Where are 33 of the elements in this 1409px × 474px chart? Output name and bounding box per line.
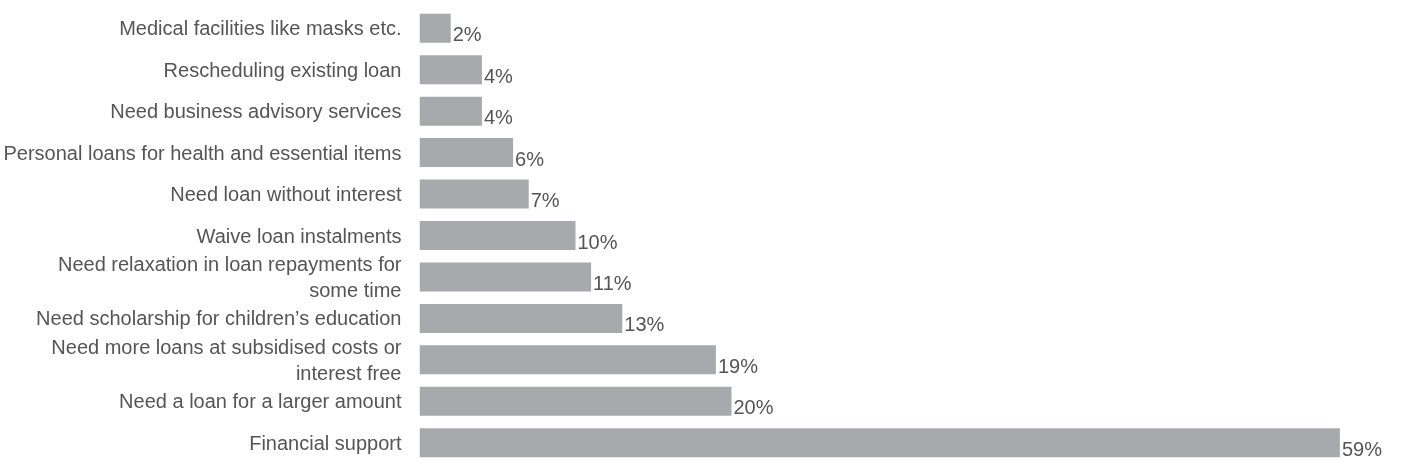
bar bbox=[419, 221, 576, 250]
bar bbox=[419, 345, 716, 375]
data-label: 7% bbox=[530, 189, 560, 212]
data-label: 2% bbox=[452, 23, 482, 46]
bar bbox=[419, 13, 451, 43]
bar bbox=[419, 138, 514, 168]
data-label: 4% bbox=[483, 106, 514, 129]
y-tick-label: Need business advisory services bbox=[110, 100, 402, 123]
data-label: 6% bbox=[515, 147, 545, 170]
y-tick-label: Need scholarship for children’s education bbox=[36, 307, 402, 330]
bar bbox=[419, 386, 732, 416]
y-tick-label: Financial support bbox=[249, 431, 402, 454]
bar bbox=[419, 96, 482, 126]
bar bbox=[419, 303, 623, 333]
data-label: 10% bbox=[577, 230, 618, 253]
data-label: 20% bbox=[733, 396, 774, 419]
bar bbox=[419, 262, 592, 292]
bar bbox=[419, 428, 1340, 458]
data-label: 19% bbox=[717, 354, 759, 377]
y-tick-label: Personal loans for health and essential items bbox=[3, 141, 402, 164]
data-label: 11% bbox=[593, 271, 632, 294]
y-tick-label: Need relaxation in loan repayments for some time bbox=[57, 252, 402, 302]
y-tick-label: Need loan without interest bbox=[170, 183, 402, 206]
bar bbox=[419, 55, 482, 85]
y-tick-label: Rescheduling existing loan bbox=[163, 58, 402, 81]
data-label: 4% bbox=[483, 64, 514, 87]
data-label: 59% bbox=[1341, 437, 1383, 460]
data-label: 13% bbox=[624, 313, 665, 336]
y-tick-label: Medical facilities like masks etc. bbox=[119, 17, 402, 40]
y-tick-label: Need more loans at subsidised costs or interest free bbox=[51, 335, 402, 385]
bar bbox=[419, 179, 529, 209]
y-tick-label: Need a loan for a larger amount bbox=[119, 390, 402, 413]
y-tick-label: Waive loan instalments bbox=[196, 224, 402, 247]
